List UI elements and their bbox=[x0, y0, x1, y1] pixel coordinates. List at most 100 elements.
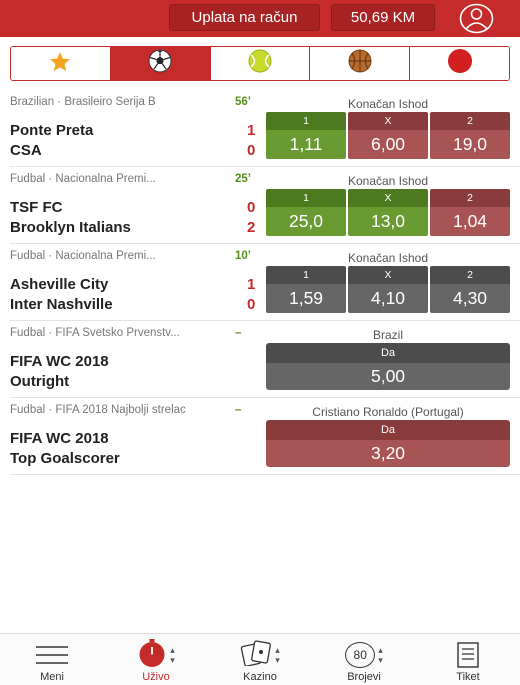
nav-numbers-icon-wrap: 80 ▴ ▾ bbox=[345, 641, 383, 669]
away-team: Brooklyn Italians bbox=[10, 219, 131, 236]
basketball-icon bbox=[348, 49, 372, 78]
nav-numbers[interactable]: 80 ▴ ▾ Brojevi bbox=[312, 634, 416, 685]
event-name: FIFA WC 2018 bbox=[10, 353, 109, 370]
odd-button-1[interactable]: 1 1,11 bbox=[266, 112, 346, 159]
odd-value: 3,20 bbox=[266, 440, 510, 467]
lotto-ball-number: 80 bbox=[353, 648, 367, 662]
events-list: Brazilian · Brasileiro Serija B 56’ Pont… bbox=[10, 90, 520, 475]
home-score: 1 bbox=[247, 122, 256, 139]
event-time: – bbox=[235, 404, 242, 416]
home-team: Ponte Preta bbox=[10, 122, 94, 139]
event-league: Fudbal · FIFA Svetsko Prvenstv... bbox=[10, 327, 180, 339]
event-row[interactable]: Fudbal · Nacionalna Premi... 10’ Ashevil… bbox=[10, 244, 520, 321]
odd-button-x[interactable]: X 4,10 bbox=[348, 266, 428, 313]
odd-button-da[interactable]: Da 3,20 bbox=[266, 420, 510, 467]
sort-caret-icon: ▴ ▾ bbox=[170, 645, 175, 665]
home-team: Asheville City bbox=[10, 276, 109, 293]
event-league: Fudbal · Nacionalna Premi... bbox=[10, 173, 156, 185]
event-subtitle: Outright bbox=[10, 373, 70, 390]
event-league: Fudbal · FIFA 2018 Najbolji strelac bbox=[10, 404, 186, 416]
odd-value: 6,00 bbox=[348, 130, 428, 159]
odd-value: 1,04 bbox=[430, 207, 510, 236]
odd-button-1[interactable]: 1 1,59 bbox=[266, 266, 346, 313]
nav-menu[interactable]: Meni bbox=[0, 634, 104, 685]
stopwatch-icon bbox=[137, 638, 167, 673]
odd-value: 25,0 bbox=[266, 207, 346, 236]
bottom-nav: Meni ▴ ▾ Uživo ▴ ▾ K bbox=[0, 633, 520, 685]
event-time: 56’ bbox=[235, 96, 251, 108]
odd-label: 2 bbox=[430, 266, 510, 284]
away-team: CSA bbox=[10, 142, 42, 159]
odd-button-2[interactable]: 2 1,04 bbox=[430, 189, 510, 236]
odd-value: 1,59 bbox=[266, 284, 346, 313]
odd-label: Da bbox=[266, 420, 510, 440]
sort-caret-icon: ▴ ▾ bbox=[275, 645, 280, 665]
event-row[interactable]: Fudbal · Nacionalna Premi... 25’ TSF FC … bbox=[10, 167, 520, 244]
event-name: FIFA WC 2018 bbox=[10, 430, 109, 447]
lotto-ball-icon: 80 bbox=[345, 642, 376, 668]
nav-casino-icon-wrap: ▴ ▾ bbox=[240, 639, 280, 671]
nav-ticket[interactable]: Tiket bbox=[416, 634, 520, 685]
nav-menu-label: Meni bbox=[40, 671, 64, 683]
odd-button-2[interactable]: 2 4,30 bbox=[430, 266, 510, 313]
odd-value: 4,30 bbox=[430, 284, 510, 313]
market-title: Cristiano Ronaldo (Portugal) bbox=[312, 405, 464, 419]
odd-value: 19,0 bbox=[430, 130, 510, 159]
nav-casino-label: Kazino bbox=[243, 671, 277, 683]
nav-live-label: Uživo bbox=[142, 671, 170, 683]
odd-label: 2 bbox=[430, 189, 510, 207]
event-time: 25’ bbox=[235, 173, 251, 185]
home-score: 0 bbox=[247, 199, 256, 216]
event-league: Fudbal · Nacionalna Premi... bbox=[10, 250, 156, 262]
odd-value: 1,11 bbox=[266, 130, 346, 159]
event-subtitle: Top Goalscorer bbox=[10, 450, 120, 467]
deposit-button[interactable]: Uplata na račun bbox=[169, 4, 320, 31]
red-dot-icon bbox=[447, 48, 473, 79]
market-title: Konačan Ishod bbox=[347, 251, 429, 265]
odd-value: 4,10 bbox=[348, 284, 428, 313]
event-time: 10’ bbox=[235, 250, 251, 262]
away-score: 0 bbox=[247, 142, 256, 159]
away-team: Inter Nashville bbox=[10, 296, 113, 313]
sport-tabs bbox=[10, 46, 510, 81]
tab-tennis[interactable] bbox=[210, 47, 311, 80]
nav-live[interactable]: ▴ ▾ Uživo bbox=[104, 634, 208, 685]
tab-other-sport[interactable] bbox=[410, 47, 509, 80]
odd-label: X bbox=[348, 189, 428, 207]
odd-label: 1 bbox=[266, 266, 346, 284]
odd-label: X bbox=[348, 112, 428, 130]
away-score: 2 bbox=[247, 219, 256, 236]
away-score: 0 bbox=[247, 296, 256, 313]
odd-button-x[interactable]: X 13,0 bbox=[348, 189, 428, 236]
nav-casino[interactable]: ▴ ▾ Kazino bbox=[208, 634, 312, 685]
sort-caret-icon: ▴ ▾ bbox=[378, 645, 383, 665]
odd-button-x[interactable]: X 6,00 bbox=[348, 112, 428, 159]
star-icon bbox=[49, 51, 71, 77]
odd-button-2[interactable]: 2 19,0 bbox=[430, 112, 510, 159]
soccer-ball-icon bbox=[148, 49, 172, 78]
odds-group: 1 25,0 X 13,0 2 1,04 bbox=[266, 189, 510, 236]
odd-button-da[interactable]: Da 5,00 bbox=[266, 343, 510, 390]
event-row[interactable]: Fudbal · FIFA 2018 Najbolji strelac – FI… bbox=[10, 398, 520, 475]
event-row[interactable]: Brazilian · Brasileiro Serija B 56’ Pont… bbox=[10, 90, 520, 167]
tab-favorites[interactable] bbox=[11, 47, 111, 80]
hamburger-menu-icon bbox=[35, 641, 69, 669]
odd-button-1[interactable]: 1 25,0 bbox=[266, 189, 346, 236]
event-row[interactable]: Fudbal · FIFA Svetsko Prvenstv... – FIFA… bbox=[10, 321, 520, 398]
nav-ticket-label: Tiket bbox=[456, 671, 480, 683]
cards-icon bbox=[240, 639, 272, 671]
odd-value: 13,0 bbox=[348, 207, 428, 236]
tab-soccer[interactable] bbox=[110, 47, 211, 80]
odd-label: Da bbox=[266, 343, 510, 363]
tab-basketball[interactable] bbox=[310, 47, 411, 80]
tennis-ball-icon bbox=[248, 49, 272, 78]
market-title: Brazil bbox=[372, 328, 403, 342]
user-avatar-icon[interactable] bbox=[458, 3, 495, 34]
balance-display[interactable]: 50,69 KM bbox=[331, 4, 435, 31]
odd-label: 1 bbox=[266, 189, 346, 207]
home-team: TSF FC bbox=[10, 199, 63, 216]
nav-numbers-label: Brojevi bbox=[347, 671, 381, 683]
event-time: – bbox=[235, 327, 242, 339]
odd-label: 1 bbox=[266, 112, 346, 130]
top-header: Uplata na račun 50,69 KM bbox=[0, 0, 520, 37]
